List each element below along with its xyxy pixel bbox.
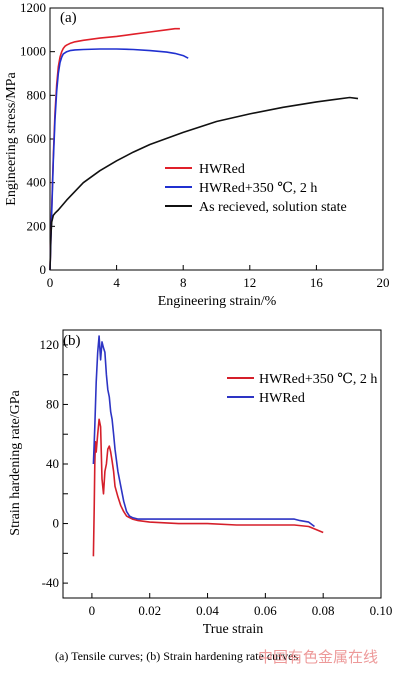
- hardening-rate-chart: (b) 0 0.02 0.04 0.06 0.08 0.10 -40 0 40 80 120 Tr…: [8, 329, 393, 637]
- y-tick-label-a: 1200: [20, 0, 46, 15]
- watermark: 中国有色金属在线: [258, 649, 378, 666]
- y-axis-ticks-a: 0 200 400 600 800 1000 1200: [20, 0, 55, 277]
- y-axis-label-b: Strain hardening rate/GPa: [8, 390, 23, 536]
- y-tick-label-a: 1000: [20, 44, 46, 59]
- series-line-b-hwred-350-2-h: [92, 418, 324, 557]
- x-axis-label-a: Engineering strain/%: [158, 294, 277, 309]
- y-tick-label-b: 120: [40, 337, 60, 352]
- y-tick-label-a: 600: [27, 131, 47, 146]
- y-axis-label-a: Engineering stress/MPa: [4, 72, 19, 206]
- series-lines-b: [92, 335, 324, 557]
- y-tick-label-a: 0: [40, 262, 47, 277]
- y-tick-label-b: 0: [53, 516, 60, 531]
- plot-frame-a: [49, 7, 384, 271]
- y-tick-label-b: 40: [46, 456, 59, 471]
- x-tick-label-a: 16: [310, 275, 324, 290]
- x-tick-label-b: 0.06: [254, 603, 277, 618]
- panel-label-a: (a): [60, 10, 77, 26]
- x-tick-label-a: 8: [180, 275, 187, 290]
- series-line-a-as-recieved-solution-state: [49, 96, 359, 271]
- y-tick-label-a: 800: [27, 87, 47, 102]
- series-line-b-hwred: [92, 335, 315, 528]
- x-tick-label-b: 0.02: [138, 603, 161, 618]
- plot-frame-b: [62, 329, 382, 599]
- panel-label-b: (b): [63, 333, 81, 349]
- x-axis-ticks-b: 0 0.02 0.04 0.06 0.08 0.10: [89, 593, 393, 618]
- x-tick-label-a: 4: [113, 275, 120, 290]
- x-tick-label-a: 0: [47, 275, 54, 290]
- legend-label-hwred-350: HWRed+350 ℃, 2 h: [199, 181, 317, 196]
- x-tick-label-a: 20: [377, 275, 390, 290]
- legend-label-as-received: As recieved, solution state: [199, 200, 347, 215]
- legend-label-b-hwred: HWRed: [259, 391, 305, 406]
- tensile-chart: (a) 0 4 8 12 16 20 0 200 400 600 800 1000 1200 Engi…: [4, 0, 390, 309]
- y-tick-label-a: 400: [27, 175, 47, 190]
- x-tick-label-b: 0.08: [312, 603, 335, 618]
- series-lines-a: [49, 27, 359, 271]
- x-axis-label-b: True strain: [203, 622, 264, 637]
- x-tick-label-b: 0.10: [370, 603, 393, 618]
- legend-label-b-hwred-350: HWRed+350 ℃, 2 h: [259, 372, 377, 387]
- x-axis-ticks-a: 0 4 8 12 16 20: [47, 265, 390, 290]
- y-axis-ticks-b: -40 0 40 80 120: [40, 337, 68, 590]
- y-tick-label-a: 200: [27, 218, 47, 233]
- legend-a: HWRed HWRed+350 ℃, 2 h As recieved, solu…: [165, 162, 347, 215]
- x-tick-label-b: 0.04: [196, 603, 219, 618]
- series-line-a-hwred-350-2-h: [49, 48, 189, 271]
- legend-label-hwred: HWRed: [199, 162, 245, 177]
- x-tick-label-a: 12: [243, 275, 256, 290]
- y-tick-label-b: 80: [46, 396, 59, 411]
- y-tick-label-b: -40: [42, 575, 59, 590]
- legend-b: HWRed+350 ℃, 2 h HWRed: [227, 372, 377, 406]
- x-tick-label-b: 0: [89, 603, 96, 618]
- series-line-a-hwred: [49, 27, 180, 271]
- figure-caption: (a) Tensile curves; (b) Strain hardening…: [55, 649, 299, 663]
